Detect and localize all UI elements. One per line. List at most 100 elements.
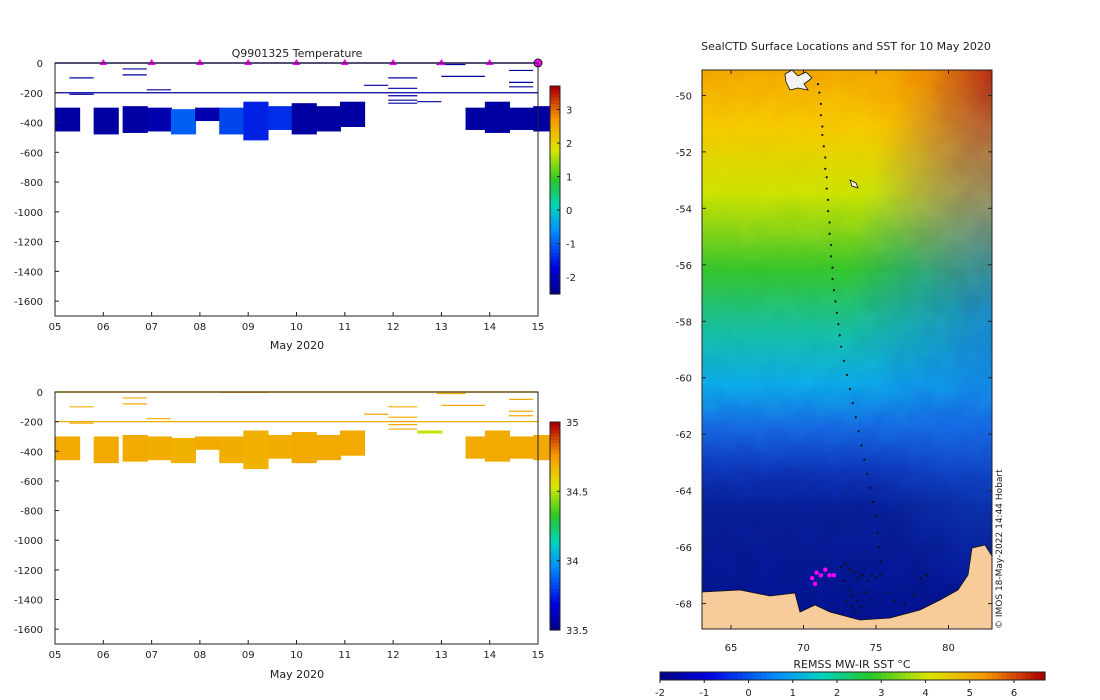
cluster-point bbox=[844, 599, 847, 602]
y-tick-label: -1400 bbox=[14, 267, 43, 278]
y-tick-label: -800 bbox=[20, 507, 43, 518]
sst-colorbar-swatch bbox=[765, 672, 772, 680]
sst-colorbar-tick-label: 5 bbox=[967, 688, 973, 699]
sst-colorbar-swatch bbox=[660, 672, 666, 680]
colorbar-swatch bbox=[550, 529, 560, 534]
sst-colorbar-swatch bbox=[746, 672, 753, 680]
profile-block bbox=[484, 101, 511, 133]
sst-colorbar-swatch bbox=[775, 672, 781, 680]
colorbar-swatch bbox=[550, 148, 560, 153]
sst-colorbar-swatch bbox=[1001, 672, 1008, 680]
y-tick-label: -1000 bbox=[14, 208, 43, 219]
sst-colorbar-swatch bbox=[770, 672, 777, 680]
recent-position bbox=[831, 573, 837, 578]
profile-marker bbox=[437, 59, 446, 65]
colorbar-swatch bbox=[550, 276, 560, 281]
colorbar-swatch bbox=[550, 158, 560, 163]
profile-block bbox=[243, 101, 269, 141]
colorbar-swatch bbox=[550, 480, 560, 485]
colorbar-swatch bbox=[550, 96, 560, 101]
colorbar-swatch bbox=[550, 428, 560, 433]
colorbar-swatch bbox=[550, 117, 560, 122]
profile-block bbox=[93, 436, 119, 464]
imos-credit: © IMOS 18-May-2022 14:44 Hobart bbox=[995, 469, 1005, 629]
colorbar-swatch bbox=[550, 456, 560, 461]
colorbar-swatch bbox=[550, 553, 560, 558]
colorbar-swatch bbox=[550, 591, 560, 596]
colorbar-swatch bbox=[550, 612, 560, 617]
colorbar-tick-label: 35 bbox=[566, 418, 579, 429]
y-tick-label: -1200 bbox=[14, 566, 43, 577]
sst-colorbar-swatch bbox=[780, 672, 786, 680]
x-tick-label: 08 bbox=[194, 650, 207, 661]
track-point bbox=[832, 289, 836, 292]
x-tick-label: 05 bbox=[49, 322, 62, 333]
x-tick-label: 14 bbox=[483, 322, 496, 333]
colorbar-swatch bbox=[550, 242, 560, 247]
sst-colorbar-swatch bbox=[910, 672, 916, 680]
colorbar-swatch bbox=[550, 432, 560, 437]
colorbar-swatch bbox=[550, 584, 560, 589]
colorbar-swatch bbox=[550, 127, 560, 132]
x-tick-label: 11 bbox=[338, 322, 351, 333]
sst-colorbar-swatch bbox=[915, 672, 921, 680]
colorbar-swatch bbox=[550, 248, 560, 253]
sst-colorbar-tick-label: 0 bbox=[745, 688, 751, 699]
temperature-panel: Q9901325 Temperature 0 -200 -400 -600 -800 -1… bbox=[14, 47, 576, 352]
cluster-point bbox=[840, 565, 843, 569]
profile-marker bbox=[99, 59, 108, 65]
sst-colorbar-swatch bbox=[943, 672, 950, 680]
colorbar-frame bbox=[549, 85, 561, 295]
colorbar-swatch bbox=[550, 463, 560, 468]
profile-block bbox=[146, 436, 172, 461]
sst-colorbar-swatch bbox=[852, 672, 858, 680]
sst-colorbar-swatch bbox=[809, 672, 815, 680]
colorbar-swatch bbox=[550, 460, 560, 465]
colorbar-swatch bbox=[550, 442, 560, 447]
x-tick-label: 08 bbox=[194, 322, 207, 333]
sst-colorbar-swatch bbox=[987, 672, 993, 680]
sst-colorbar-tick-label: 1 bbox=[790, 688, 796, 699]
profile-block bbox=[122, 106, 148, 133]
sst-colorbar-swatch bbox=[732, 672, 738, 680]
salinity-xlabel: May 2020 bbox=[270, 668, 324, 681]
sst-colorbar-swatch bbox=[977, 672, 984, 680]
map-title: SealCTD Surface Locations and SST for 10… bbox=[701, 40, 991, 53]
sst-colorbar-swatch bbox=[794, 672, 801, 680]
sst-colorbar-swatch bbox=[934, 672, 940, 680]
sst-colorbar-swatch bbox=[905, 672, 911, 680]
cluster-point bbox=[855, 599, 859, 602]
cluster-point bbox=[854, 610, 857, 614]
colorbar-tick-label: 34 bbox=[566, 557, 579, 568]
sst-colorbar-swatch bbox=[814, 672, 820, 680]
profile-block bbox=[146, 107, 172, 132]
colorbar-swatch bbox=[550, 103, 560, 108]
sst-colorbar-swatch bbox=[862, 672, 868, 680]
colorbar-swatch bbox=[550, 86, 560, 91]
track-point bbox=[866, 472, 869, 475]
sst-colorbar-swatch bbox=[674, 672, 680, 680]
colorbar-swatch bbox=[550, 626, 560, 631]
sst-colorbar-swatch bbox=[982, 672, 988, 680]
x-tick-label: 07 bbox=[145, 650, 158, 661]
colorbar-swatch bbox=[550, 183, 560, 188]
sst-colorbar-swatch bbox=[708, 672, 714, 680]
sst-colorbar-swatch bbox=[712, 672, 719, 680]
track-point bbox=[824, 167, 827, 170]
cluster-point bbox=[919, 576, 923, 580]
recent-position bbox=[823, 567, 828, 572]
sst-colorbar-swatch bbox=[891, 672, 897, 680]
map-y-tick-label: -54 bbox=[676, 204, 692, 215]
map-y-tick-label: -58 bbox=[676, 317, 692, 328]
y-tick-label: 0 bbox=[37, 59, 43, 70]
colorbar-swatch bbox=[550, 221, 560, 226]
sst-colorbar-swatch bbox=[948, 672, 955, 680]
colorbar-swatch bbox=[550, 571, 560, 576]
profile-block bbox=[509, 107, 535, 130]
track-point bbox=[874, 514, 878, 518]
colorbar-swatch bbox=[550, 280, 560, 285]
cluster-point bbox=[857, 576, 860, 580]
track-point bbox=[827, 198, 830, 201]
colorbar-swatch bbox=[550, 141, 560, 146]
colorbar-swatch bbox=[550, 616, 560, 621]
